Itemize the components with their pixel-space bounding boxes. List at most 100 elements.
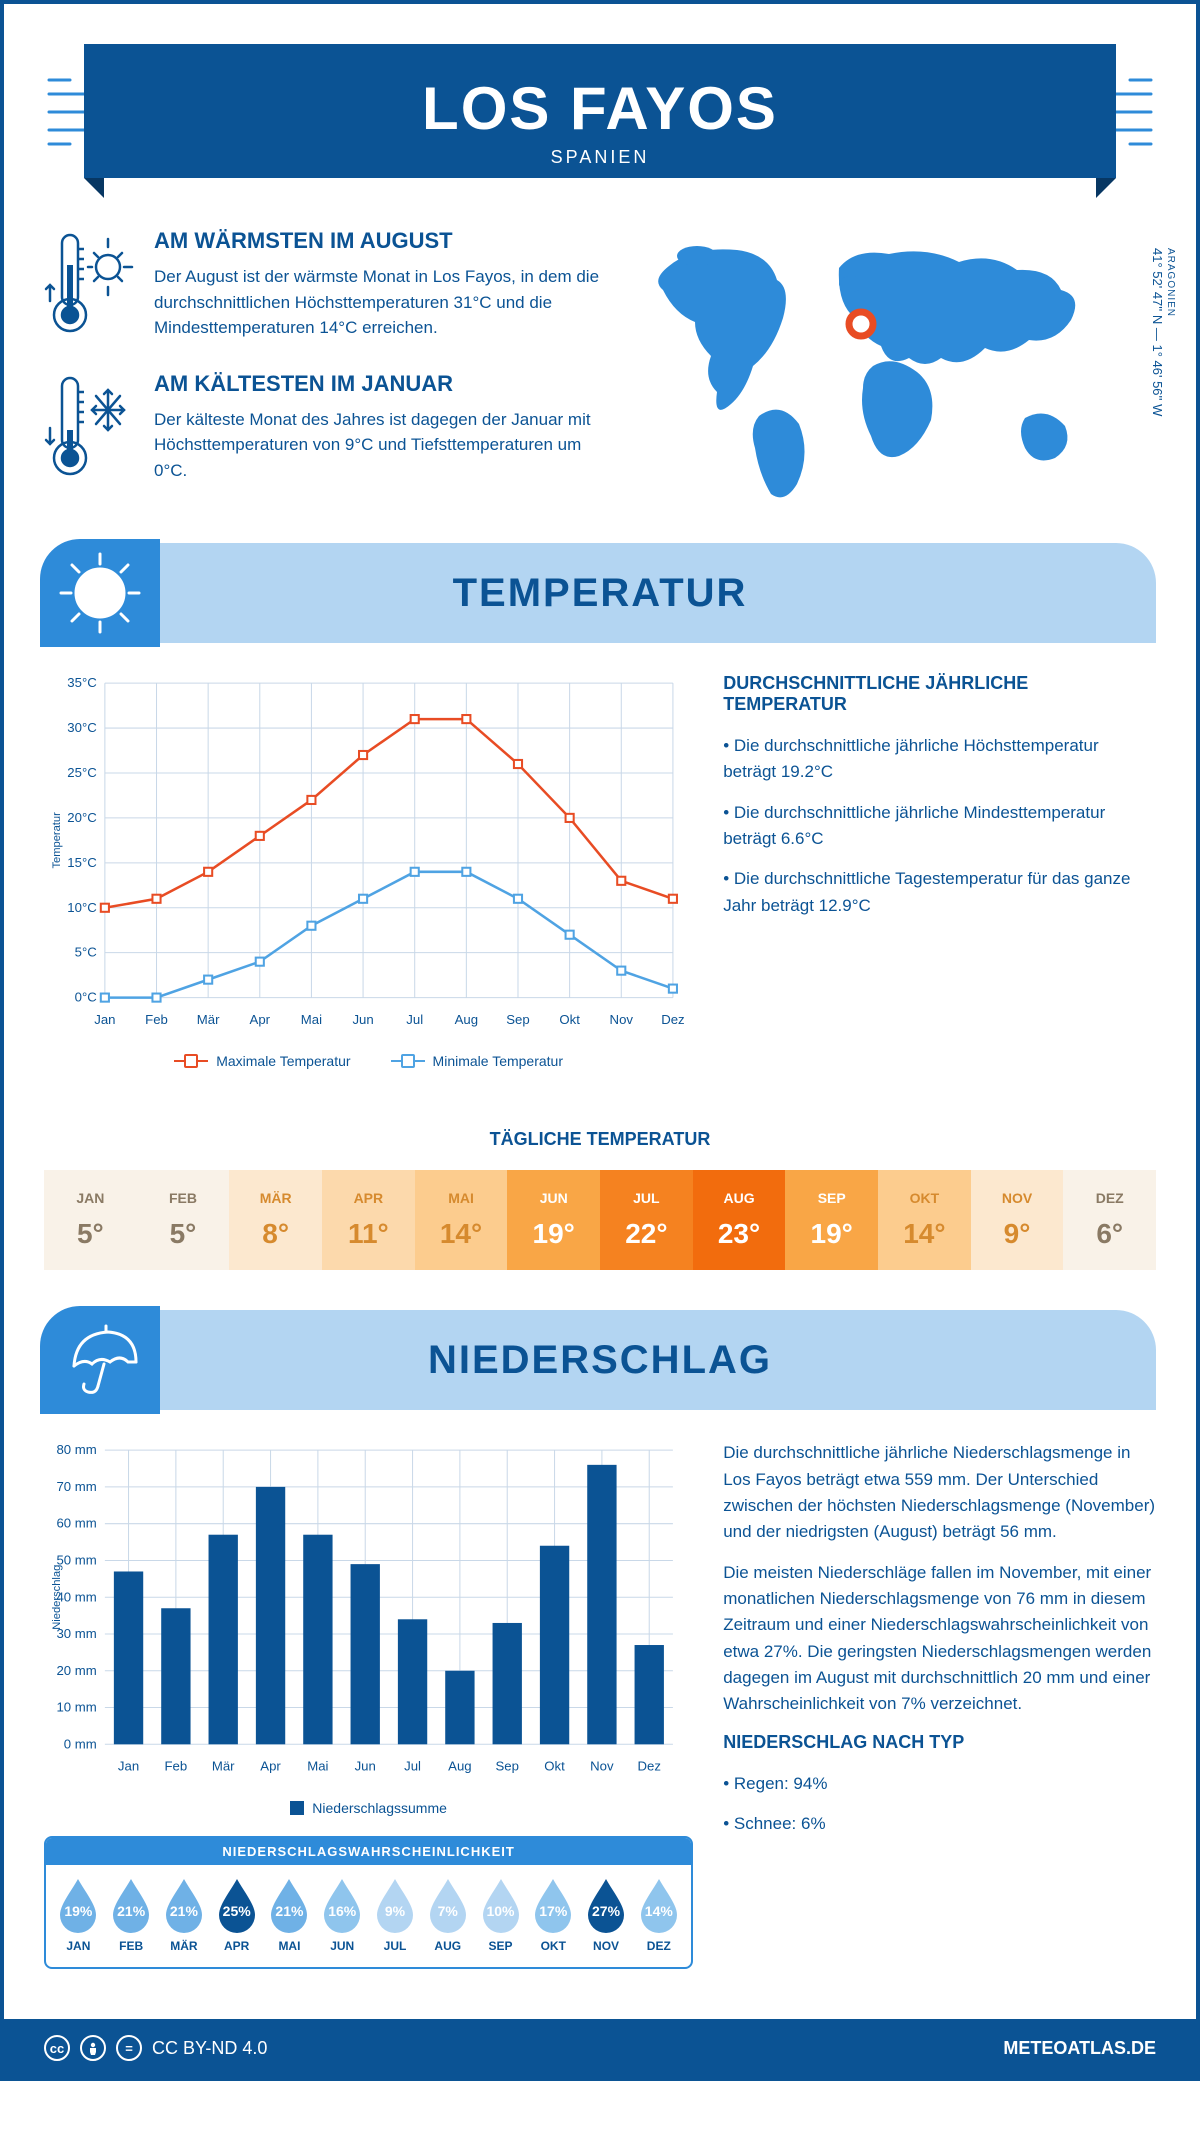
daily-month: FEB <box>137 1190 230 1206</box>
daily-temp-title: TÄGLICHE TEMPERATUR <box>4 1129 1196 1150</box>
svg-text:Jul: Jul <box>404 1759 421 1774</box>
prob-month: MAI <box>263 1939 316 1953</box>
svg-text:Sep: Sep <box>506 1012 529 1027</box>
svg-text:35°C: 35°C <box>67 675 97 690</box>
precip-probability-box: NIEDERSCHLAGSWAHRSCHEINLICHKEIT 19%JAN21… <box>44 1836 693 1969</box>
daily-cell: JUN 19° <box>507 1170 600 1270</box>
legend-min-label: Minimale Temperatur <box>433 1053 563 1069</box>
daily-month: JAN <box>44 1190 137 1206</box>
daily-cell: AUG23° <box>693 1170 786 1270</box>
footer: cc = CC BY-ND 4.0 METEOATLAS.DE <box>4 2019 1196 2077</box>
cold-text: AM KÄLTESTEN IM JANUAR Der kälteste Mona… <box>154 371 611 484</box>
sun-icon <box>40 539 160 647</box>
prob-month: FEB <box>105 1939 158 1953</box>
footer-license: cc = CC BY-ND 4.0 <box>44 2035 267 2061</box>
precip-type-bullets: Regen: 94%Schnee: 6% <box>723 1771 1156 1838</box>
daily-month: APR <box>322 1190 415 1206</box>
coordinates: ARAGONIEN 41° 52' 47'' N — 1° 46' 56'' W <box>1150 248 1176 416</box>
svg-text:5°C: 5°C <box>75 945 98 960</box>
svg-text:Mär: Mär <box>212 1759 235 1774</box>
daily-cell: MAI 14° <box>415 1170 508 1270</box>
warm-title: AM WÄRMSTEN IM AUGUST <box>154 228 611 254</box>
prob-cell: 27% NOV <box>580 1877 633 1953</box>
precip-legend: Niederschlagssumme <box>44 1800 693 1816</box>
svg-text:Okt: Okt <box>559 1012 580 1027</box>
daily-temp: 6° <box>1063 1218 1156 1250</box>
intro-left: AM WÄRMSTEN IM AUGUST Der August ist der… <box>44 228 611 513</box>
svg-text:60 mm: 60 mm <box>56 1516 96 1531</box>
prob-month: AUG <box>421 1939 474 1953</box>
precip-legend-label: Niederschlagssumme <box>312 1800 447 1816</box>
region-label: ARAGONIEN <box>1165 248 1176 410</box>
svg-text:Mär: Mär <box>197 1012 220 1027</box>
svg-text:20 mm: 20 mm <box>56 1663 96 1678</box>
svg-text:15°C: 15°C <box>67 855 97 870</box>
svg-text:Temperatur: Temperatur <box>51 812 63 869</box>
thermometer-cold-icon <box>44 371 134 484</box>
svg-text:0°C: 0°C <box>75 990 98 1005</box>
lat-label: 41° 52' 47'' N <box>1150 248 1165 324</box>
prob-month: NOV <box>580 1939 633 1953</box>
svg-text:70 mm: 70 mm <box>56 1479 96 1494</box>
drop-icon: 27% <box>584 1877 628 1933</box>
line-chart-svg: 0°C5°C10°C15°C20°C25°C30°C35°CJanFebMärA… <box>44 673 693 1038</box>
drop-icon: 21% <box>162 1877 206 1933</box>
prob-month: JAN <box>52 1939 105 1953</box>
svg-text:Feb: Feb <box>165 1759 188 1774</box>
temperature-chart-row: 0°C5°C10°C15°C20°C25°C30°C35°CJanFebMärA… <box>4 643 1196 1099</box>
daily-temp: 5° <box>137 1218 230 1250</box>
umbrella-icon <box>40 1306 160 1414</box>
cold-body: Der kälteste Monat des Jahres ist dagege… <box>154 407 611 484</box>
precip-chart-row: 0 mm10 mm20 mm30 mm40 mm50 mm60 mm70 mm8… <box>4 1410 1196 1999</box>
cold-title: AM KÄLTESTEN IM JANUAR <box>154 371 611 397</box>
temperature-chart: 0°C5°C10°C15°C20°C25°C30°C35°CJanFebMärA… <box>44 673 693 1069</box>
prob-cell: 17%OKT <box>527 1877 580 1953</box>
intro-section: AM WÄRMSTEN IM AUGUST Der August ist der… <box>4 178 1196 543</box>
temperature-section-header: TEMPERATUR <box>44 543 1156 643</box>
daily-temp: 19° <box>507 1218 600 1250</box>
daily-cell: JAN5° <box>44 1170 137 1270</box>
daily-month: AUG <box>693 1190 786 1206</box>
daily-temp: 9° <box>971 1218 1064 1250</box>
daily-month: JUN <box>507 1190 600 1206</box>
temperature-title: TEMPERATUR <box>453 571 748 616</box>
prob-title: NIEDERSCHLAGSWAHRSCHEINLICHKEIT <box>46 1838 691 1865</box>
license-label: CC BY-ND 4.0 <box>152 2038 267 2059</box>
legend-max: .legend-sw:nth-child(1)::after{border-co… <box>174 1053 350 1069</box>
prob-month: DEZ <box>632 1939 685 1953</box>
drop-icon: 14% <box>637 1877 681 1933</box>
svg-text:10 mm: 10 mm <box>56 1700 96 1715</box>
cc-icon: cc <box>44 2035 70 2061</box>
svg-text:Nov: Nov <box>610 1012 634 1027</box>
daily-cell: APR11° <box>322 1170 415 1270</box>
daily-cell: OKT14° <box>878 1170 971 1270</box>
svg-text:Aug: Aug <box>448 1759 471 1774</box>
map-area: ARAGONIEN 41° 52' 47'' N — 1° 46' 56'' W <box>641 228 1156 513</box>
daily-cell: DEZ6° <box>1063 1170 1156 1270</box>
drop-icon: 21% <box>109 1877 153 1933</box>
temp-legend: .legend-sw:nth-child(1)::after{border-co… <box>44 1053 693 1069</box>
prob-cell: 21%MAI <box>263 1877 316 1953</box>
daily-month: SEP <box>785 1190 878 1206</box>
daily-month: MAI <box>415 1190 508 1206</box>
footer-site: METEOATLAS.DE <box>1003 2038 1156 2059</box>
prob-cell: 9% JUL <box>369 1877 422 1953</box>
svg-text:Dez: Dez <box>661 1012 684 1027</box>
svg-text:20°C: 20°C <box>67 810 97 825</box>
daily-cell: SEP19° <box>785 1170 878 1270</box>
daily-temp: 14° <box>415 1218 508 1250</box>
daily-cell: NOV9° <box>971 1170 1064 1270</box>
legend-max-label: Maximale Temperatur <box>216 1053 350 1069</box>
svg-text:80 mm: 80 mm <box>56 1442 96 1457</box>
prob-month: JUL <box>369 1939 422 1953</box>
warm-text: AM WÄRMSTEN IM AUGUST Der August ist der… <box>154 228 611 341</box>
precip-section-header: NIEDERSCHLAG <box>44 1310 1156 1410</box>
drop-icon: 25% <box>215 1877 259 1933</box>
svg-text:25°C: 25°C <box>67 765 97 780</box>
svg-text:Apr: Apr <box>250 1012 271 1027</box>
temp-bullet: Die durchschnittliche jährliche Höchstte… <box>723 733 1156 786</box>
daily-temp-grid: JAN5°FEB5°MÄR8°APR11°MAI14°JUN19°JUL22°A… <box>44 1170 1156 1270</box>
drop-icon: 9% <box>373 1877 417 1933</box>
legend-min: Minimale Temperatur <box>391 1053 563 1069</box>
svg-text:Jan: Jan <box>118 1759 139 1774</box>
